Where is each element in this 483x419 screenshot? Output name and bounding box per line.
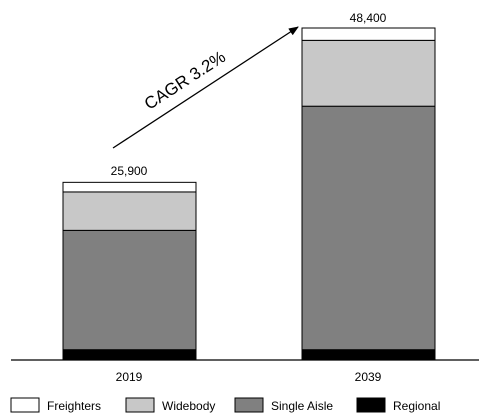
bar-2039-regional — [301, 349, 436, 361]
legend-swatch-regional — [356, 397, 386, 413]
legend-label-freighters: Freighters — [47, 399, 101, 413]
bar-2019-regional — [62, 349, 197, 361]
cagr-arrow — [112, 26, 299, 149]
legend: Freighters Widebody Single Aisle Regiona… — [10, 397, 440, 413]
bar-2039-single-aisle — [301, 105, 436, 351]
total-label-2019: 25,900 — [111, 164, 148, 178]
bar-2039-widebody — [301, 39, 436, 107]
bar-2019-widebody — [62, 191, 197, 231]
category-label-2019: 2019 — [116, 370, 143, 384]
bar-2019-single-aisle — [62, 229, 197, 351]
total-label-2039: 48,400 — [350, 11, 387, 25]
category-label-2039: 2039 — [355, 370, 382, 384]
legend-label-regional: Regional — [393, 399, 440, 413]
bar-2039-freighters — [301, 27, 436, 41]
bar-2019-freighters — [62, 181, 197, 193]
legend-label-widebody: Widebody — [162, 399, 215, 413]
legend-label-single-aisle: Single Aisle — [271, 399, 333, 413]
legend-swatch-widebody — [125, 397, 155, 413]
legend-swatch-single-aisle — [234, 397, 264, 413]
bars-group — [62, 27, 436, 361]
legend-swatch-freighters — [10, 397, 40, 413]
